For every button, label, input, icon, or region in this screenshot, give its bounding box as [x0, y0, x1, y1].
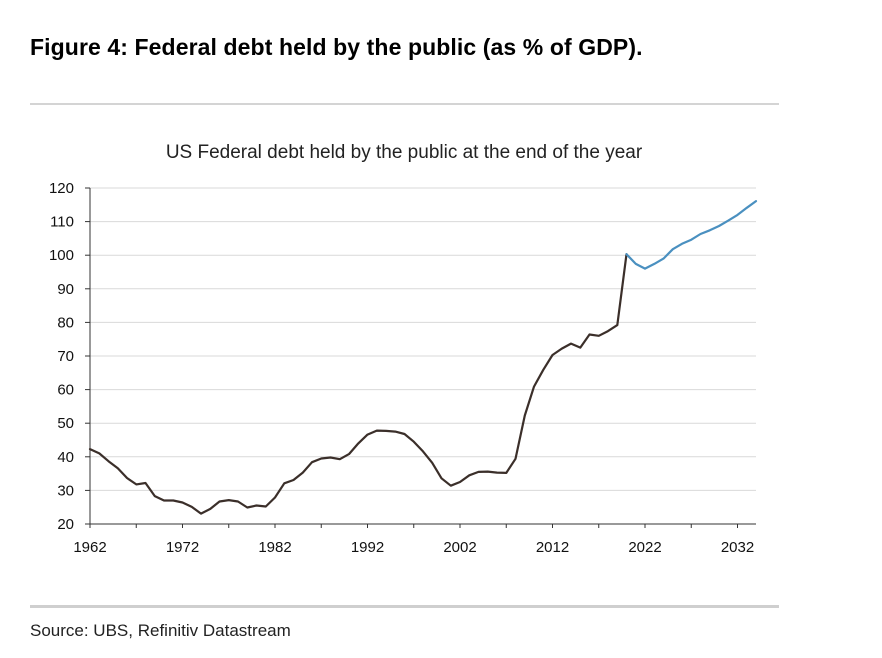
x-tick-label: 1972	[166, 539, 199, 556]
y-tick-label: 60	[57, 382, 74, 399]
y-tick-label: 40	[57, 449, 74, 466]
y-tick-label: 110	[50, 214, 74, 231]
x-tick-label: 2012	[536, 539, 569, 556]
x-tick-label: 2032	[721, 539, 754, 556]
x-tick-label: 1992	[351, 539, 384, 556]
y-tick-label: 70	[57, 348, 74, 365]
y-tick-label: 80	[57, 314, 74, 331]
source-note: Source: UBS, Refinitiv Datastream	[30, 621, 291, 640]
line-chart: US Federal debt held by the public at th…	[49, 142, 758, 556]
y-tick-label: 120	[49, 180, 74, 197]
bottom-divider	[30, 605, 779, 608]
x-tick-label: 2022	[628, 539, 661, 556]
x-axis-ticks: 1962 1972 1982 1992 2002 2012 2022 2032	[73, 524, 754, 556]
series-line-historical	[88, 253, 628, 515]
series-line-projection	[625, 200, 758, 270]
y-tick-label: 20	[57, 516, 74, 533]
y-tick-label: 50	[57, 415, 74, 432]
chart-title: US Federal debt held by the public at th…	[166, 142, 643, 163]
x-tick-label: 1982	[258, 539, 291, 556]
y-tick-label: 90	[57, 281, 74, 298]
figure-title: Figure 4: Federal debt held by the publi…	[30, 34, 643, 60]
y-tick-label: 100	[49, 247, 74, 264]
top-divider	[30, 103, 779, 105]
gridlines	[90, 187, 756, 491]
y-tick-label: 30	[57, 482, 74, 499]
y-axis-ticks: 20 30 40 50 60 70 80 90 100 110 120	[49, 180, 90, 533]
x-tick-label: 1962	[73, 539, 106, 556]
series-lines	[88, 200, 758, 515]
x-tick-label: 2002	[443, 539, 476, 556]
